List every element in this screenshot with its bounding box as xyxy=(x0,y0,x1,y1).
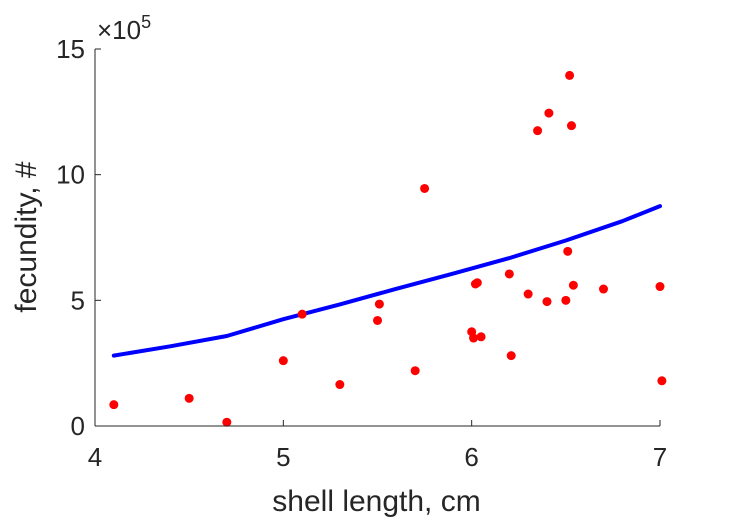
x-tick-label: 4 xyxy=(88,442,102,472)
data-point xyxy=(222,417,232,427)
data-point xyxy=(109,400,119,410)
data-point xyxy=(655,282,665,292)
x-tick-label: 5 xyxy=(276,442,290,472)
data-point xyxy=(568,280,578,290)
y-tick-label: 15 xyxy=(56,34,85,64)
data-point xyxy=(472,278,482,288)
y-axis-label: fecundity, # xyxy=(10,161,43,313)
x-tick-label: 6 xyxy=(464,442,478,472)
y-tick-label: 10 xyxy=(56,160,85,190)
y-tick-label: 0 xyxy=(71,411,85,441)
y-tick-label: 5 xyxy=(71,285,85,315)
data-point xyxy=(278,356,288,366)
data-point xyxy=(533,126,543,136)
data-point xyxy=(184,393,194,403)
data-point xyxy=(374,299,384,309)
data-point xyxy=(373,315,382,325)
x-tick-label: 7 xyxy=(653,442,667,472)
data-point xyxy=(523,289,533,299)
data-point xyxy=(599,284,608,294)
x-axis-label: shell length, cm xyxy=(272,485,480,518)
data-point xyxy=(469,333,479,343)
data-point xyxy=(420,183,430,193)
data-point xyxy=(504,269,514,279)
y-exponent-power: 5 xyxy=(141,12,151,32)
data-point xyxy=(542,297,552,307)
data-point xyxy=(657,376,667,386)
data-point xyxy=(476,332,486,342)
data-point xyxy=(335,380,345,390)
fit-line xyxy=(111,204,662,358)
y-exponent-prefix: ×10 xyxy=(97,15,141,45)
data-point xyxy=(544,108,554,118)
data-point xyxy=(561,295,571,305)
y-exponent-label: ×105 xyxy=(97,12,151,45)
data-point xyxy=(297,309,307,319)
data-point xyxy=(410,366,420,376)
data-point xyxy=(506,351,516,361)
points-layer xyxy=(109,70,667,427)
data-point xyxy=(566,121,576,131)
data-point xyxy=(563,246,573,256)
data-point xyxy=(565,70,575,80)
fit-line-layer xyxy=(111,204,662,358)
